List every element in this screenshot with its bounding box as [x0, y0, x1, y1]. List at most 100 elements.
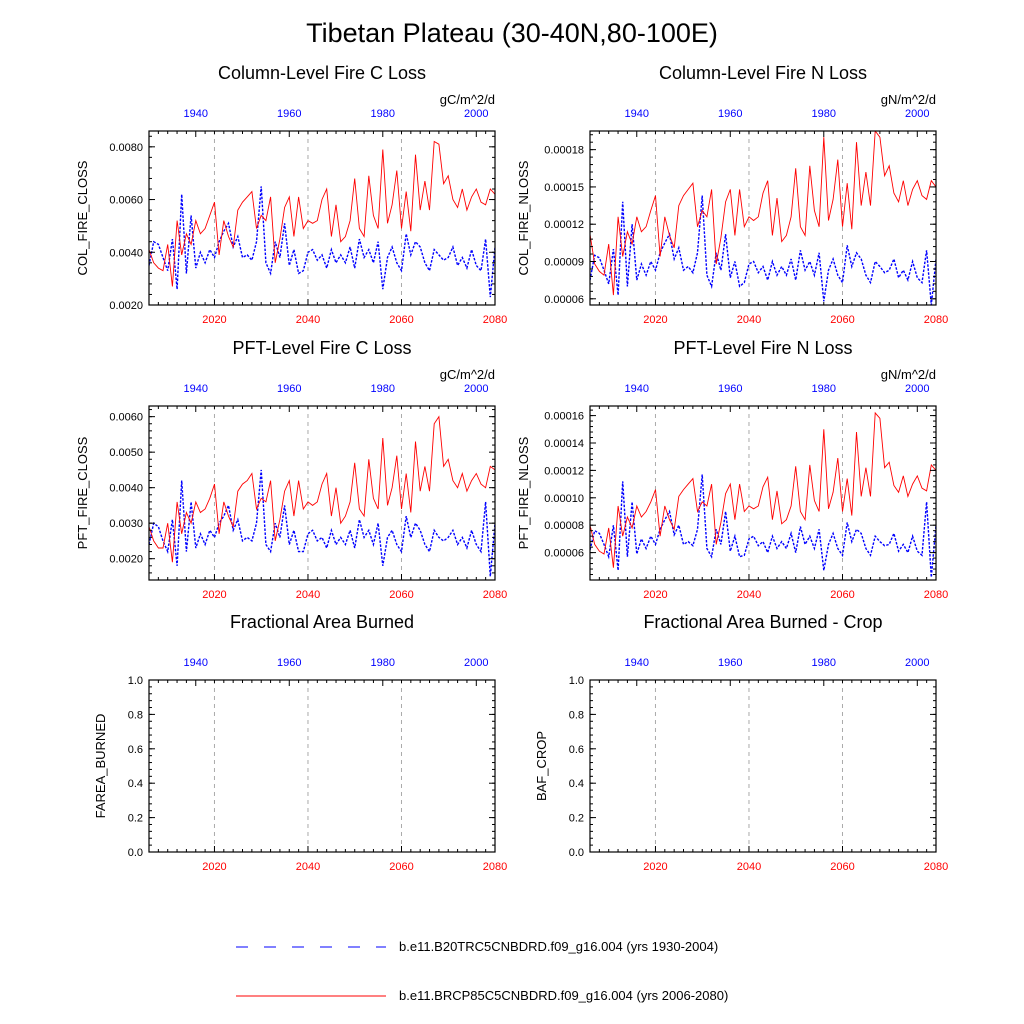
top-x-tick-label: 1960: [277, 657, 301, 669]
y-axis-label: PFT_FIRE_NLOSS: [516, 436, 531, 549]
top-x-tick-label: 1980: [812, 383, 836, 395]
panel-title: Fractional Area Burned: [230, 612, 414, 632]
series-line-future: [590, 131, 936, 296]
series-line-control: [590, 195, 936, 305]
x-tick-label: 2060: [830, 861, 854, 873]
x-tick-label: 2020: [643, 589, 667, 601]
top-x-tick-label: 1940: [184, 383, 208, 395]
x-tick-label: 2020: [643, 861, 667, 873]
y-tick-label: 0.0020: [109, 300, 143, 312]
y-tick-label: 0.0060: [109, 195, 143, 207]
panel-6: Fractional Area Burned - Crop BAF_CROP 202…: [534, 612, 948, 873]
y-tick-label: 0.00018: [544, 145, 584, 157]
panel-title: Fractional Area Burned - Crop: [643, 612, 882, 632]
top-x-tick-label: 2000: [905, 657, 929, 669]
top-x-tick-label: 1960: [718, 108, 742, 120]
series-line-future: [149, 140, 495, 287]
top-x-tick-label: 1960: [277, 383, 301, 395]
top-x-tick-label: 1980: [371, 108, 395, 120]
top-x-tick-label: 1940: [184, 657, 208, 669]
y-axis-label: COL_FIRE_NLOSS: [516, 160, 531, 275]
x-tick-label: 2040: [737, 314, 761, 326]
panel-5: Fractional Area Burned FAREA_BURNED 2020 20…: [93, 612, 507, 873]
panel-3: PFT-Level Fire C Loss gC/m^2/d PFT_FIRE_CL…: [75, 338, 507, 601]
y-tick-label: 0.00012: [544, 219, 584, 231]
y-tick-label: 0.0: [128, 847, 143, 859]
plot-frame: [589, 405, 937, 581]
panel-4: PFT-Level Fire N Loss gN/m^2/d PFT_FIRE_NL…: [516, 338, 948, 601]
y-tick-label: 0.00012: [544, 465, 584, 477]
x-tick-label: 2060: [389, 861, 413, 873]
y-tick-label: 0.6: [569, 744, 584, 756]
panel-title: PFT-Level Fire C Loss: [232, 338, 411, 358]
top-x-tick-label: 2000: [464, 383, 488, 395]
panel-title: Column-Level Fire N Loss: [659, 63, 867, 83]
y-tick-label: 1.0: [569, 675, 584, 687]
top-x-tick-label: 1980: [371, 383, 395, 395]
x-tick-label: 2020: [643, 314, 667, 326]
plot-frame: [148, 405, 496, 581]
x-tick-label: 2080: [924, 314, 948, 326]
plot-frame: [148, 679, 496, 853]
y-tick-label: 0.2: [569, 813, 584, 825]
top-x-tick-label: 1980: [371, 657, 395, 669]
y-tick-label: 0.2: [128, 813, 143, 825]
y-tick-label: 0.00015: [544, 182, 584, 194]
x-tick-label: 2060: [389, 589, 413, 601]
y-tick-label: 0.00016: [544, 411, 584, 423]
y-tick-label: 0.0050: [109, 447, 143, 459]
x-tick-label: 2040: [296, 589, 320, 601]
y-tick-label: 0.0040: [109, 483, 143, 495]
x-tick-label: 2040: [737, 861, 761, 873]
x-tick-label: 2080: [483, 589, 507, 601]
plot-frame: [148, 130, 496, 306]
x-tick-label: 2040: [296, 861, 320, 873]
top-x-tick-label: 1940: [625, 657, 649, 669]
y-tick-label: 0.00006: [544, 294, 584, 306]
series-line-future: [149, 415, 495, 563]
top-x-tick-label: 1960: [718, 383, 742, 395]
y-axis-label: FAREA_BURNED: [93, 714, 108, 819]
y-tick-label: 1.0: [128, 675, 143, 687]
top-x-tick-label: 1960: [277, 108, 301, 120]
series-line-future: [590, 411, 936, 568]
y-axis-label: BAF_CROP: [534, 731, 549, 801]
y-axis-label: COL_FIRE_CLOSS: [75, 160, 90, 275]
y-tick-label: 0.0080: [109, 142, 143, 154]
y-tick-label: 0.00009: [544, 257, 584, 269]
units-label: gN/m^2/d: [881, 367, 936, 382]
legend-label: b.e11.BRCP85C5CNBDRD.f09_g16.004 (yrs 20…: [399, 988, 728, 1003]
legend: b.e11.B20TRC5CNBDRD.f09_g16.004 (yrs 193…: [236, 939, 728, 1003]
x-tick-label: 2020: [202, 861, 226, 873]
top-x-tick-label: 2000: [464, 108, 488, 120]
top-x-tick-label: 2000: [905, 383, 929, 395]
panel-title: PFT-Level Fire N Loss: [673, 338, 852, 358]
x-tick-label: 2080: [924, 589, 948, 601]
top-x-tick-label: 2000: [905, 108, 929, 120]
legend-label: b.e11.B20TRC5CNBDRD.f09_g16.004 (yrs 193…: [399, 939, 718, 954]
x-tick-label: 2080: [483, 861, 507, 873]
x-tick-label: 2060: [830, 314, 854, 326]
series-line-control: [590, 474, 936, 578]
series-line-control: [149, 186, 495, 298]
x-tick-label: 2080: [924, 861, 948, 873]
top-x-tick-label: 1940: [184, 108, 208, 120]
x-tick-label: 2080: [483, 314, 507, 326]
top-x-tick-label: 1940: [625, 383, 649, 395]
x-tick-label: 2040: [737, 589, 761, 601]
units-label: gN/m^2/d: [881, 92, 936, 107]
y-tick-label: 0.00014: [544, 438, 584, 450]
top-x-tick-label: 1940: [625, 108, 649, 120]
plot-frame: [589, 679, 937, 853]
y-tick-label: 0.0060: [109, 412, 143, 424]
y-tick-label: 0.00008: [544, 520, 584, 532]
top-x-tick-label: 2000: [464, 657, 488, 669]
y-tick-label: 0.0030: [109, 518, 143, 530]
series-line-control: [149, 469, 495, 577]
y-tick-label: 0.0020: [109, 554, 143, 566]
panels: Column-Level Fire C Loss gC/m^2/d COL_FIRE…: [75, 63, 948, 873]
y-tick-label: 0.00010: [544, 493, 584, 505]
y-tick-label: 0.8: [128, 709, 143, 721]
panel-2: Column-Level Fire N Loss gN/m^2/d COL_FIRE…: [516, 63, 948, 326]
y-tick-label: 0.4: [569, 778, 584, 790]
